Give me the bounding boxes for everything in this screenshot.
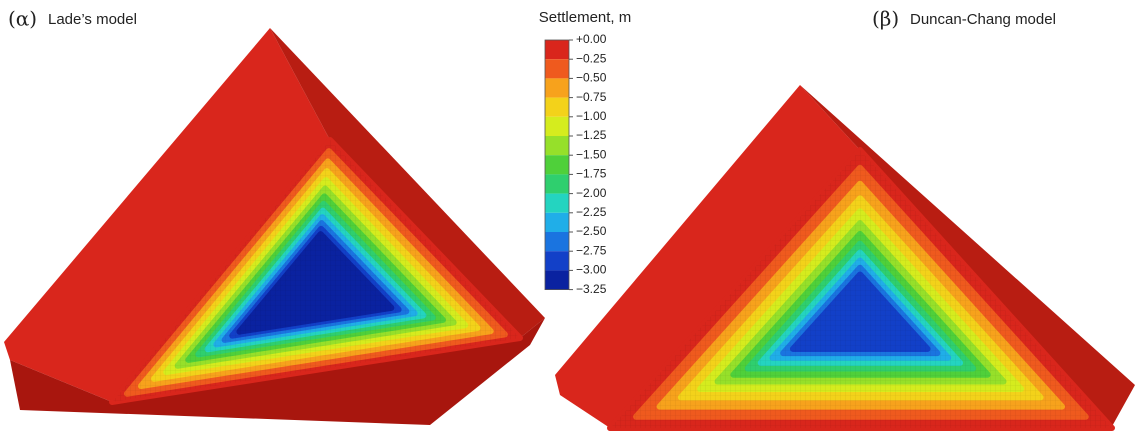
colorbar-tick-label: −3.25 — [576, 282, 607, 296]
panel-title: Lade’s model — [48, 11, 137, 28]
dam-model-b — [555, 85, 1135, 431]
colorbar-swatch — [545, 40, 569, 60]
colorbar-frame — [544, 39, 570, 291]
panel-title: Duncan-Chang model — [910, 11, 1056, 28]
colorbar-tick-label: −0.75 — [576, 90, 607, 104]
colorbar-tick-label: −1.25 — [576, 128, 607, 142]
panel-label: (β) — [872, 7, 899, 31]
colorbar-swatch — [545, 212, 569, 232]
colorbar-swatch — [545, 59, 569, 79]
mesh — [610, 150, 1112, 428]
colorbar-tick-label: +0.00 — [576, 32, 607, 46]
colorbar-swatch — [545, 116, 569, 136]
colorbar-tick-label: −2.00 — [576, 186, 607, 200]
colorbar-tick-label: −1.75 — [576, 167, 607, 181]
colorbar-tick-label: −0.50 — [576, 71, 607, 85]
colorbar-tick-label: −2.25 — [576, 205, 607, 219]
colorbar-swatch — [545, 97, 569, 117]
colorbar-swatch — [545, 270, 569, 290]
colorbar-swatch — [545, 193, 569, 213]
colorbar-swatch — [545, 155, 569, 175]
colorbar-swatch — [545, 136, 569, 156]
colorbar-swatch — [545, 78, 569, 98]
dam-model-a — [4, 28, 545, 425]
colorbar-tick-label: −1.50 — [576, 147, 607, 161]
colorbar-title: Settlement, m — [539, 9, 632, 26]
colorbar-tick-label: −1.00 — [576, 109, 607, 123]
colorbar-tick-label: −2.75 — [576, 243, 607, 257]
panel-label: (α) — [8, 7, 37, 31]
mesh — [112, 140, 520, 402]
colorbar-tick-label: −3.00 — [576, 263, 607, 277]
colorbar-swatch — [545, 232, 569, 252]
colorbar-tick-label: −2.50 — [576, 224, 607, 238]
colorbar-swatch — [545, 174, 569, 194]
colorbar-tick-label: −0.25 — [576, 51, 607, 65]
colorbar-swatch — [545, 251, 569, 271]
colorbar: +0.00 −0.25 −0.50 −0.75 −1.00 −1.25 −1.50 −1.75… — [544, 32, 607, 296]
